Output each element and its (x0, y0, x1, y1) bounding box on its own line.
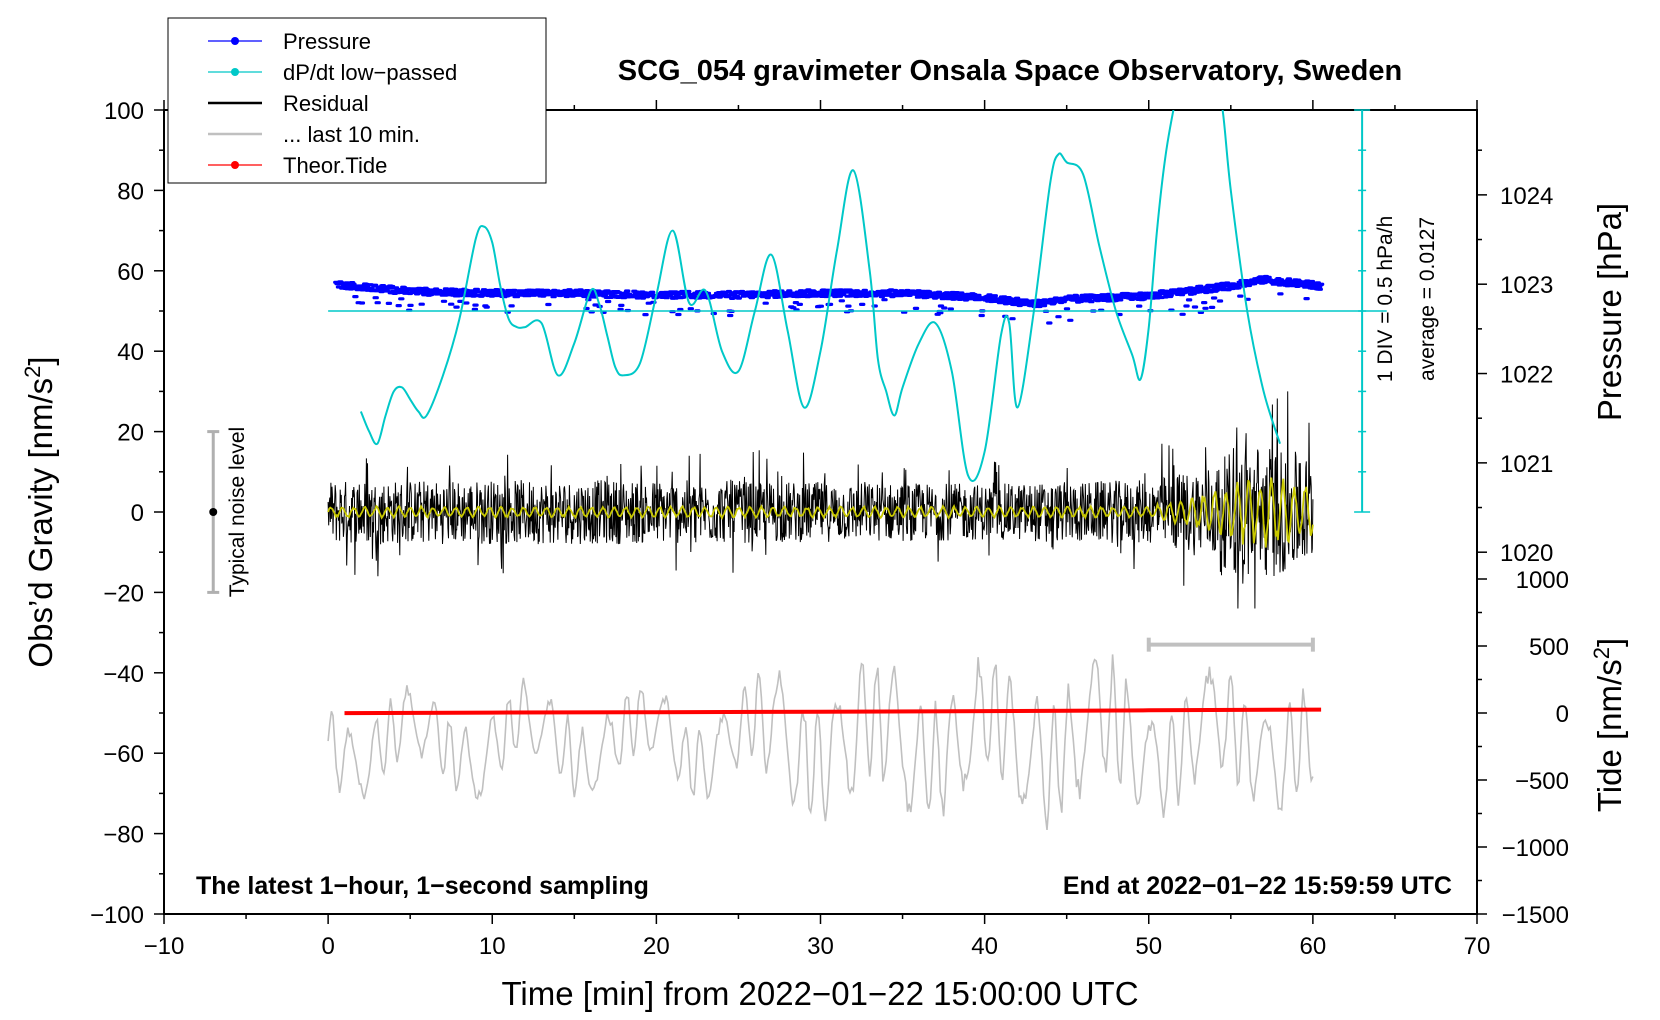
legend-label: dP/dt low−passed (283, 60, 457, 85)
x-axis-title: Time [min] from 2022−01−22 15:00:00 UTC (501, 975, 1138, 1012)
pressure-axis-title: Pressure [hPa] (1591, 203, 1628, 421)
pressure-tick-label: 1023 (1500, 272, 1553, 299)
series-layer (327, 110, 1325, 830)
legend-label: ... last 10 min. (283, 122, 420, 147)
pressure-tick-label: 1021 (1500, 451, 1553, 478)
x-tick-label: −10 (144, 933, 185, 960)
x-tick-label: 10 (479, 933, 506, 960)
y-left-tick-label: 20 (117, 420, 144, 447)
last-10-min-bar (1146, 637, 1315, 652)
x-tick-label: 20 (643, 933, 670, 960)
residual-smoothed-line (327, 477, 1314, 548)
pressure-tick-label: 1022 (1500, 362, 1553, 389)
y-left-tick-label: −80 (103, 822, 144, 849)
tide-axis-title-sup: 2 (1589, 647, 1614, 659)
y-left-tick-label: 40 (117, 339, 144, 366)
residual-line (327, 391, 1314, 609)
legend-marker (231, 68, 239, 76)
x-tick-label: 30 (807, 933, 834, 960)
tide-axis-title: Tide [nm/s2] (1589, 638, 1628, 812)
x-tick-label: 0 (321, 933, 334, 960)
x-axis-ticks: −10 0 10 20 30 40 50 60 70 (144, 100, 1491, 960)
annotation-end-time: End at 2022−01−22 15:59:59 UTC (1063, 872, 1452, 900)
dpdt-div-label: 1 DIV = 0.5 hPa/h (1374, 216, 1397, 382)
y-left-tick-label: −40 (103, 661, 144, 688)
y-left-tick-label: 0 (131, 500, 144, 527)
tide-tick-label: 0 (1556, 701, 1569, 728)
tide-axis-title-close: ] (1591, 638, 1628, 647)
legend-label: Residual (283, 91, 369, 116)
tide-tick-label: 500 (1529, 634, 1569, 661)
x-tick-label: 70 (1464, 933, 1491, 960)
legend-box (167, 17, 547, 184)
pressure-dots (333, 274, 1325, 325)
pressure-tick-label: 1020 (1500, 540, 1553, 567)
y-left-tick-label: −100 (90, 902, 144, 929)
y-left-axis-title-sup: 2 (20, 366, 45, 378)
y-left-axis-title-close: ] (22, 356, 59, 365)
dpdt-scale-bar (1354, 109, 1371, 513)
x-tick-label: 40 (971, 933, 998, 960)
legend-marker (231, 161, 239, 169)
tide-line (344, 707, 1322, 716)
tide-axis-title-main: Tide [nm/s (1591, 659, 1628, 812)
dpdt-average-label: average = 0.0127 (1416, 217, 1439, 381)
y-left-tick-label: −20 (103, 580, 144, 607)
pressure-tick-label: 1024 (1500, 183, 1553, 210)
tide-tick-label: −500 (1515, 768, 1569, 795)
y-left-axis-title-main: Obs’d Gravity [nm/s (22, 378, 59, 668)
legend-label: Pressure (283, 29, 371, 54)
chart-title: SCG_054 gravimeter Onsala Space Observat… (618, 55, 1402, 87)
dpdt-line (359, 110, 1281, 482)
x-tick-label: 60 (1300, 933, 1327, 960)
last-10-min-line (327, 654, 1314, 830)
legend: Pressure dP/dt low−passed Residual ... last… (167, 17, 547, 184)
y-left-axis-ticks: 100 80 60 40 20 0 −20 −40 −60 −80 −100 (90, 98, 164, 929)
noise-bar-center (209, 508, 218, 516)
y-left-tick-label: 60 (117, 259, 144, 286)
typical-noise-label: Typical noise level (226, 427, 249, 597)
x-tick-label: 50 (1135, 933, 1162, 960)
tide-tick-label: −1000 (1502, 835, 1569, 862)
y-left-tick-label: 80 (117, 178, 144, 205)
tide-tick-label: 1000 (1516, 567, 1569, 594)
typical-noise-bar (207, 430, 220, 594)
y-left-tick-label: −60 (103, 741, 144, 768)
annotation-sampling: The latest 1−hour, 1−second sampling (196, 872, 649, 900)
y-left-axis-title: Obs’d Gravity [nm/s2] (20, 356, 59, 667)
tide-tick-label: −1500 (1502, 902, 1569, 929)
legend-marker (231, 37, 239, 45)
legend-label: Theor.Tide (283, 153, 387, 178)
y-left-tick-label: 100 (104, 98, 144, 125)
